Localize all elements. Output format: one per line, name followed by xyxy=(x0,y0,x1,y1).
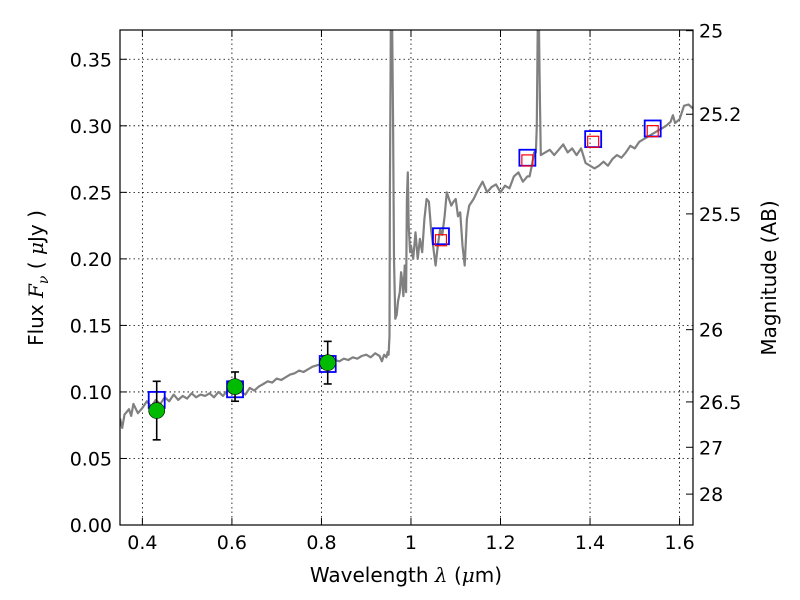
spectrum-line xyxy=(120,30,693,429)
y-tick-label: 0.35 xyxy=(70,49,112,71)
upper-limit-square xyxy=(521,154,534,167)
plot-series xyxy=(120,30,693,441)
right-tick-label: 26.5 xyxy=(699,392,741,414)
x-tick-label: 0.8 xyxy=(306,532,336,554)
y-tick-label: 0.15 xyxy=(70,315,112,337)
right-tick-label: 28 xyxy=(699,484,723,506)
x-tick-label: 1.4 xyxy=(575,532,605,554)
x-tick-label: 1.2 xyxy=(485,532,515,554)
y-tick-label: 0.30 xyxy=(70,116,112,138)
y-tick-label: 0.20 xyxy=(70,249,112,271)
observed-point xyxy=(226,378,244,395)
plot-frame xyxy=(119,29,694,526)
y-tick-label: 0.25 xyxy=(70,182,112,204)
right-tick-label: 25.5 xyxy=(699,204,741,226)
axis-ticks: 0.4 0.6 0.8 1 1.2 1.4 1.6 0.00 0.05 0.10 0.15 0.20 0… xyxy=(70,21,742,554)
right-tick-label: 27 xyxy=(699,437,723,459)
x-axis-label: Wavelength λ (μm) xyxy=(310,563,502,587)
upper-limit-square xyxy=(646,125,659,138)
y-tick-label: 0.00 xyxy=(70,515,112,537)
x-tick-label: 1 xyxy=(405,532,417,554)
x-tick-label: 0.4 xyxy=(127,532,157,554)
right-axis-label: Magnitude (AB) xyxy=(757,200,781,355)
upper-limit-square xyxy=(587,135,600,148)
y-axis-label: Flux Fν ( μJy ) xyxy=(24,210,52,346)
upper-limit-square xyxy=(434,234,448,247)
y-tick-label: 0.05 xyxy=(70,448,112,470)
x-tick-label: 1.6 xyxy=(664,532,694,554)
model-photometry-square xyxy=(432,227,450,246)
x-tick-label: 0.6 xyxy=(217,532,247,554)
observed-point xyxy=(148,402,166,419)
observed-point xyxy=(319,354,337,371)
right-tick-label: 25 xyxy=(699,21,723,43)
right-tick-label: 25.2 xyxy=(699,104,741,126)
right-tick-label: 26 xyxy=(699,320,723,342)
y-tick-label: 0.10 xyxy=(70,382,112,404)
